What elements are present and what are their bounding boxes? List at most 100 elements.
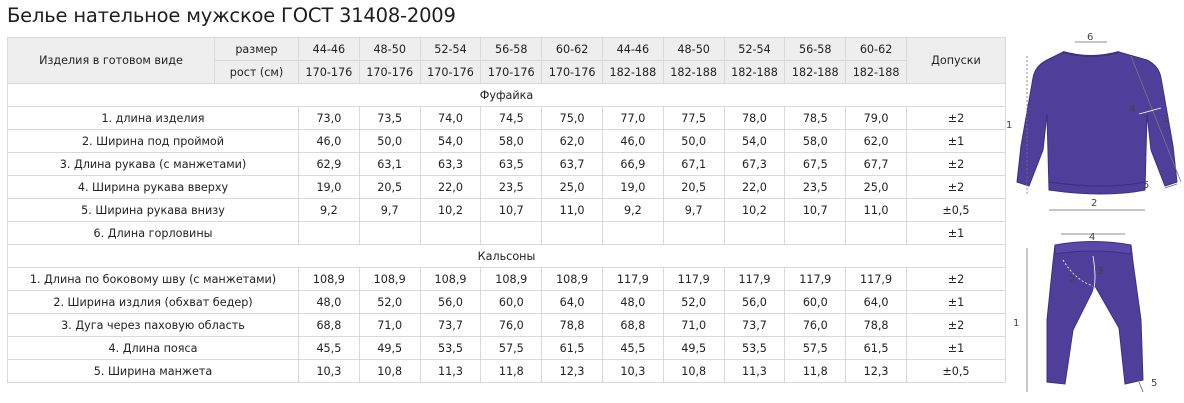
value-cell: [419, 221, 482, 245]
shirt-diagram: 6 1 2 3 4 5: [1006, 32, 1182, 211]
tolerance-cell: ±0,5: [905, 359, 1006, 383]
pants-diagram: 4 1 2 3 5: [1013, 232, 1157, 393]
value-cell: 74,5: [480, 106, 543, 130]
value-cell: 12,3: [541, 359, 603, 383]
size-table-body: Фуфайка 1. длина изделия 73,0 73,5 74,0 74,5 7…: [7, 83, 1006, 383]
value-cell: 20,5: [358, 175, 421, 199]
table-row: 5. Ширина рукава внизу 9,2 9,7 10,2 10,7 11,0…: [7, 198, 1006, 222]
table-row: 1. Длина по боковому шву (с манжетами) 10…: [7, 267, 1006, 291]
value-cell: 71,0: [358, 313, 421, 337]
value-cell: 67,7: [845, 152, 907, 176]
value-cell: 46,0: [601, 129, 664, 153]
pants-waistband: [1054, 241, 1132, 255]
tolerance-cell: ±0,5: [905, 198, 1006, 222]
product-header: Изделия в готовом виде: [7, 37, 215, 84]
tolerance-cell: ±1: [905, 221, 1006, 245]
height-cell: 170-176: [419, 60, 482, 84]
value-cell: 75,0: [541, 106, 603, 130]
pants-cuff-line: [1138, 381, 1144, 393]
pants-crotch-line: [1092, 255, 1096, 293]
shirt-label-cuff: 5: [1143, 180, 1149, 191]
value-cell: [845, 221, 907, 245]
value-cell: 67,5: [784, 152, 847, 176]
table-row: 4. Длина пояса 45,5 49,5 53,5 57,5 61,5 45,5 49…: [7, 336, 1006, 360]
value-cell: 25,0: [845, 175, 907, 199]
value-cell: 78,0: [723, 106, 786, 130]
row-label: 4. Ширина рукава вверху: [7, 175, 299, 199]
page-title: Белье нательное мужское ГОСТ 31408-2009: [7, 4, 456, 27]
value-cell: 108,9: [480, 267, 543, 291]
value-cell: 11,3: [723, 359, 786, 383]
tolerance-cell: ±2: [905, 313, 1006, 337]
value-cell: 9,7: [358, 198, 421, 222]
value-cell: 48,0: [298, 290, 360, 314]
value-cell: 74,0: [419, 106, 482, 130]
value-cell: 54,0: [723, 129, 786, 153]
value-cell: 10,3: [601, 359, 664, 383]
value-cell: 45,5: [298, 336, 360, 360]
value-cell: 62,0: [541, 129, 603, 153]
pants-shape: [1046, 244, 1144, 385]
height-cell: 170-176: [298, 60, 360, 84]
section-title: Фуфайка: [7, 83, 1006, 107]
value-cell: 117,9: [784, 267, 847, 291]
value-cell: 57,5: [784, 336, 847, 360]
value-cell: 62,9: [298, 152, 360, 176]
value-cell: 63,5: [480, 152, 543, 176]
value-cell: 57,5: [480, 336, 543, 360]
row-label: 1. длина изделия: [7, 106, 299, 130]
pants-label-hip: 2: [1069, 274, 1075, 285]
tolerance-cell: ±2: [905, 106, 1006, 130]
value-cell: [541, 221, 603, 245]
value-cell: 79,0: [845, 106, 907, 130]
value-cell: 19,0: [298, 175, 360, 199]
value-cell: 67,1: [662, 152, 725, 176]
value-cell: 78,8: [541, 313, 603, 337]
value-cell: 20,5: [662, 175, 725, 199]
value-cell: [601, 221, 664, 245]
value-cell: 73,7: [419, 313, 482, 337]
value-cell: 9,2: [298, 198, 360, 222]
size-cell: 52-54: [723, 37, 786, 61]
value-cell: 11,0: [541, 198, 603, 222]
value-cell: 78,5: [784, 106, 847, 130]
shirt-label-neck: 6: [1087, 32, 1093, 43]
height-cell: 182-188: [601, 60, 664, 84]
value-cell: 108,9: [358, 267, 421, 291]
value-cell: 117,9: [601, 267, 664, 291]
row-label: 5. Ширина рукава внизу: [7, 198, 299, 222]
value-cell: 62,0: [845, 129, 907, 153]
row-label: 5. Ширина манжета: [7, 359, 299, 383]
value-cell: [662, 221, 725, 245]
value-cell: 53,5: [723, 336, 786, 360]
size-table-header: Изделия в готовом виде размер 44-46 48-5…: [7, 37, 1006, 84]
value-cell: 71,0: [662, 313, 725, 337]
value-cell: 10,2: [419, 198, 482, 222]
size-label: размер: [214, 37, 299, 61]
row-label: 4. Длина пояса: [7, 336, 299, 360]
value-cell: 64,0: [845, 290, 907, 314]
value-cell: 22,0: [419, 175, 482, 199]
value-cell: 76,0: [480, 313, 543, 337]
value-cell: 52,0: [662, 290, 725, 314]
value-cell: 49,5: [662, 336, 725, 360]
value-cell: 117,9: [723, 267, 786, 291]
shirt-label-width: 2: [1091, 198, 1097, 209]
value-cell: 12,3: [845, 359, 907, 383]
table-row: 6. Длина горловины ±1: [7, 221, 1006, 245]
shirt-collar: [1062, 51, 1120, 57]
size-header-row: Изделия в готовом виде размер 44-46 48-5…: [7, 37, 1006, 84]
value-cell: 10,7: [784, 198, 847, 222]
size-table: Изделия в готовом виде размер 44-46 48-5…: [7, 37, 1006, 383]
value-cell: 78,8: [845, 313, 907, 337]
row-label: 3. Дуга через паховую область: [7, 313, 299, 337]
garment-diagrams: 6 1 2 3 4 5 4 1 2 3 5: [1006, 32, 1182, 393]
value-cell: 11,8: [480, 359, 543, 383]
value-cell: 63,3: [419, 152, 482, 176]
value-cell: 73,5: [358, 106, 421, 130]
size-cell: 48-50: [358, 37, 421, 61]
value-cell: 58,0: [784, 129, 847, 153]
table-row: 3. Длина рукава (с манжетами) 62,9 63,1 63,…: [7, 152, 1006, 176]
value-cell: 77,5: [662, 106, 725, 130]
value-cell: 63,7: [541, 152, 603, 176]
